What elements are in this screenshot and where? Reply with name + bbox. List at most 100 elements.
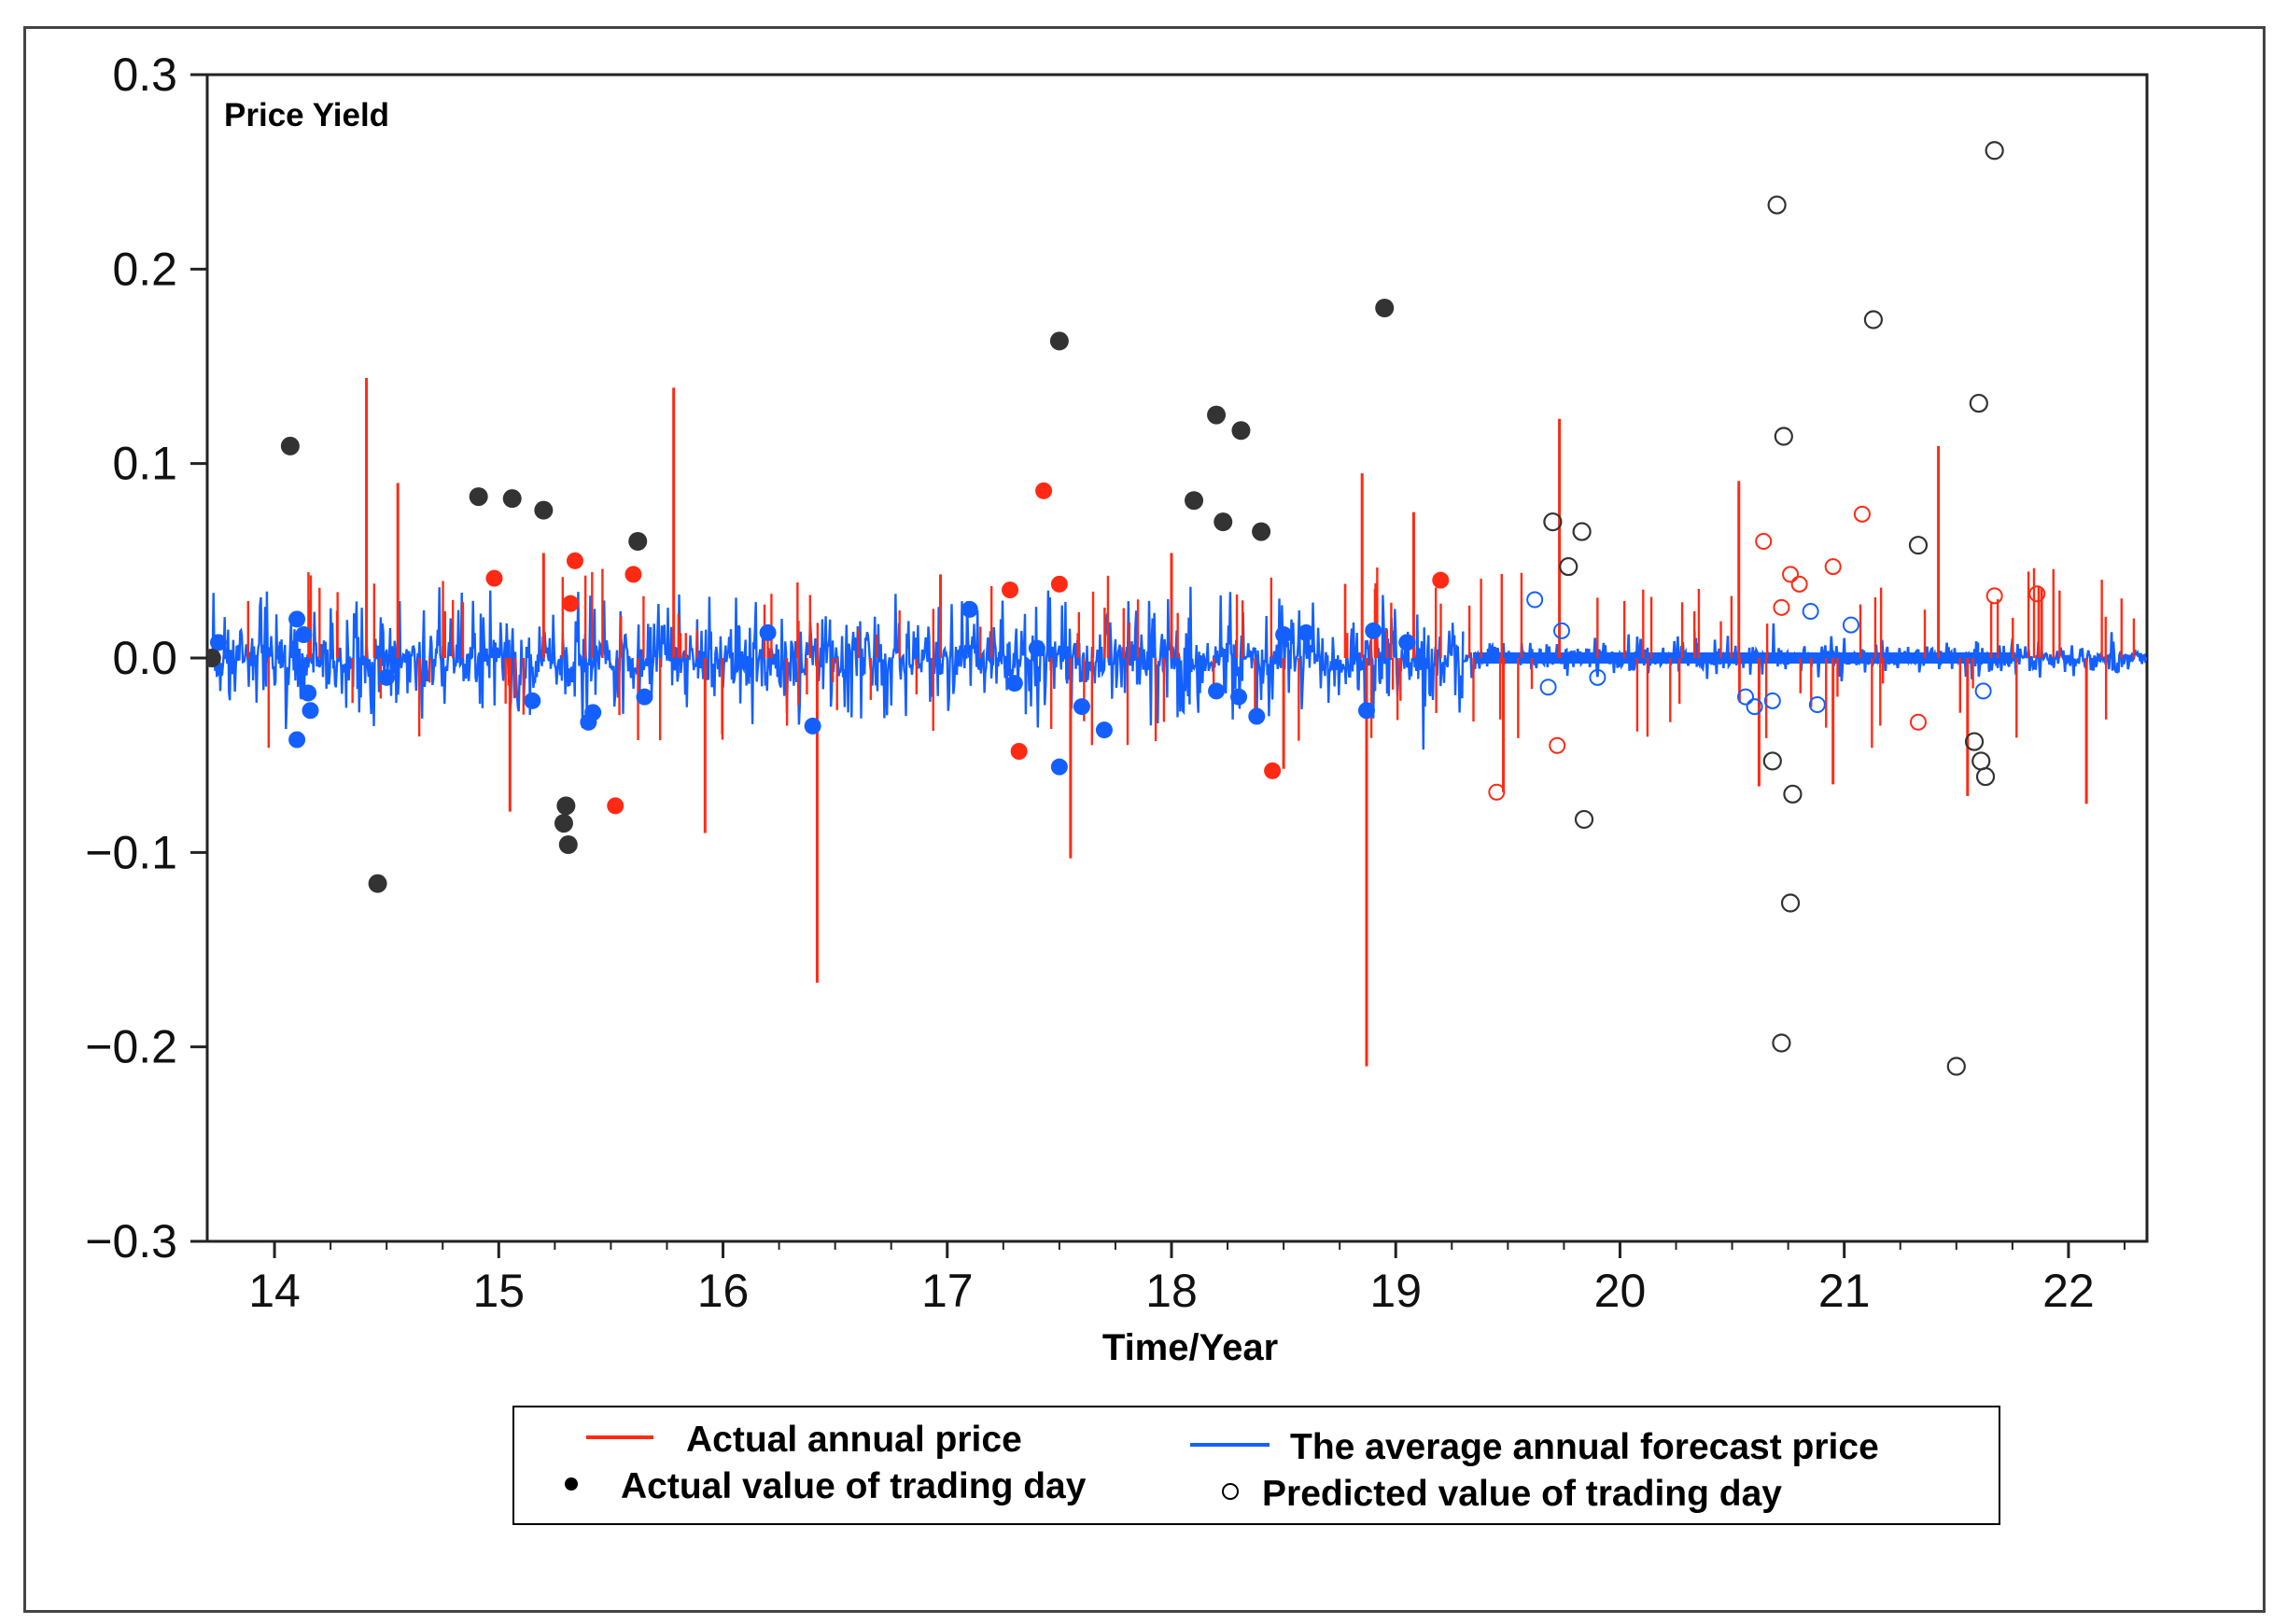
forecast-marker (1230, 688, 1248, 706)
forecast-marker (1275, 626, 1293, 643)
forecast-marker (1248, 707, 1266, 725)
actual-day-point (1207, 405, 1227, 425)
actual-day-point (554, 814, 573, 833)
predicted-day-point (1783, 784, 1803, 804)
forecast-marker-hollow (1526, 591, 1544, 609)
x-tick-label: 22 (2042, 1265, 2095, 1317)
legend-marker-actual-day (565, 1477, 578, 1491)
predicted-day-point (1946, 1057, 1966, 1076)
x-tick-label: 21 (1818, 1265, 1871, 1317)
actual-day-point (556, 796, 576, 816)
actual-annual-marker (1264, 762, 1282, 779)
legend-label-predicted-day: Predicted value of trading day (1262, 1474, 1782, 1514)
forecast-marker-hollow (1842, 616, 1859, 634)
predicted-day-point (1572, 522, 1592, 541)
actual-annual-marker-hollow (1853, 505, 1871, 523)
actual-day-point (207, 649, 221, 667)
forecast-marker (1365, 622, 1382, 639)
actual-annual-marker (485, 569, 503, 587)
forecast-marker (759, 623, 777, 641)
x-tick-label: 18 (1145, 1265, 1198, 1317)
actual-day-point (1214, 512, 1233, 532)
actual-day-point (1375, 299, 1395, 317)
actual-day-point (1049, 331, 1069, 351)
forecast-marker (295, 626, 313, 643)
legend-box (512, 1406, 2000, 1525)
forecast-marker (1357, 702, 1375, 720)
actual-annual-marker (1010, 743, 1028, 760)
actual-annual-marker (1035, 482, 1053, 499)
forecast-marker (524, 692, 541, 709)
predicted-day-point (1543, 512, 1563, 532)
legend-marker-predicted-day (1222, 1483, 1239, 1500)
forecast-marker (1005, 675, 1023, 693)
forecast-marker (1398, 634, 1416, 651)
predicted-day-point (1975, 766, 1996, 787)
forecast-marker-hollow (1552, 622, 1570, 639)
x-tick-label: 16 (697, 1265, 750, 1317)
forecast-marker (1208, 682, 1226, 700)
actual-annual-marker (1050, 575, 1068, 593)
actual-day-point (469, 487, 488, 507)
actual-annual-marker-hollow (1790, 575, 1808, 593)
forecast-marker (288, 731, 306, 749)
forecast-marker-hollow (1808, 696, 1826, 713)
forecast-marker-hollow (1736, 688, 1754, 706)
predicted-day-point (1908, 536, 1929, 555)
x-tick-label: 15 (472, 1265, 525, 1317)
forecast-marker-hollow (1974, 682, 1992, 700)
x-tick-label: 17 (921, 1265, 974, 1317)
predicted-day-point (1964, 732, 1985, 751)
x-axis-label: Time/Year (1102, 1327, 1278, 1368)
predicted-day-point (1969, 393, 1988, 413)
actual-series (246, 378, 2136, 1067)
predicted-day-point (1559, 556, 1578, 577)
actual-annual-marker (1432, 571, 1450, 589)
predicted-day-point (1774, 427, 1793, 446)
forecast-marker (1028, 639, 1045, 657)
predicted-day-point (1767, 195, 1787, 215)
forecast-marker-hollow (1539, 679, 1557, 696)
actual-day-point (1231, 421, 1251, 441)
forecast-marker (288, 610, 306, 628)
forecast-marker-hollow (1589, 668, 1607, 686)
y-tick-label: 0.0 (112, 632, 177, 684)
actual-day-point (558, 835, 578, 854)
actual-annual-marker-hollow (1755, 533, 1773, 550)
forecast-marker (1298, 623, 1315, 641)
actual-day-point (534, 500, 554, 520)
forecast-marker (302, 702, 319, 720)
actual-day-point (502, 489, 522, 509)
actual-annual-marker-hollow (1488, 783, 1506, 801)
x-tick-label: 19 (1369, 1265, 1422, 1317)
forecast-marker-hollow (1763, 692, 1781, 709)
actual-annual-marker-hollow (1824, 558, 1842, 576)
forecast-marker (1050, 758, 1068, 776)
predicted-day-point (1574, 809, 1594, 830)
predicted-day-point (1863, 310, 1884, 329)
x-tick-label: 14 (248, 1265, 301, 1317)
axes: 0.3 0.2 0.1 0.0 −0.1 −0.2 −0.3 14 15 16 17 18 19 20 21… (85, 49, 2126, 1317)
actual-annual-marker-hollow (1773, 598, 1790, 616)
forecast-marker (804, 717, 821, 735)
predicted-day-point (1780, 893, 1801, 913)
legend-label-actual-day: Actual value of trading day (621, 1466, 1087, 1506)
forecast-marker-hollow (1802, 603, 1819, 620)
predicted-day-point (1985, 141, 2004, 161)
y-tick-label: −0.1 (85, 826, 177, 878)
actual-annual-marker-hollow (1909, 713, 1927, 731)
actual-day-point (628, 532, 648, 551)
actual-annual-marker (1002, 581, 1019, 599)
actual-annual-marker (562, 595, 580, 612)
forecast-marker (584, 704, 602, 721)
predicted-day-point (1762, 751, 1782, 771)
actual-annual-marker (624, 566, 642, 583)
day-points (207, 141, 2046, 1076)
legend: Actual annual price The average annual f… (512, 1406, 2000, 1525)
actual-annual-marker-hollow (1549, 736, 1566, 754)
forecast-marker (210, 634, 228, 651)
y-tick-label: 0.3 (112, 49, 177, 101)
x-tick-label: 20 (1594, 1265, 1647, 1317)
